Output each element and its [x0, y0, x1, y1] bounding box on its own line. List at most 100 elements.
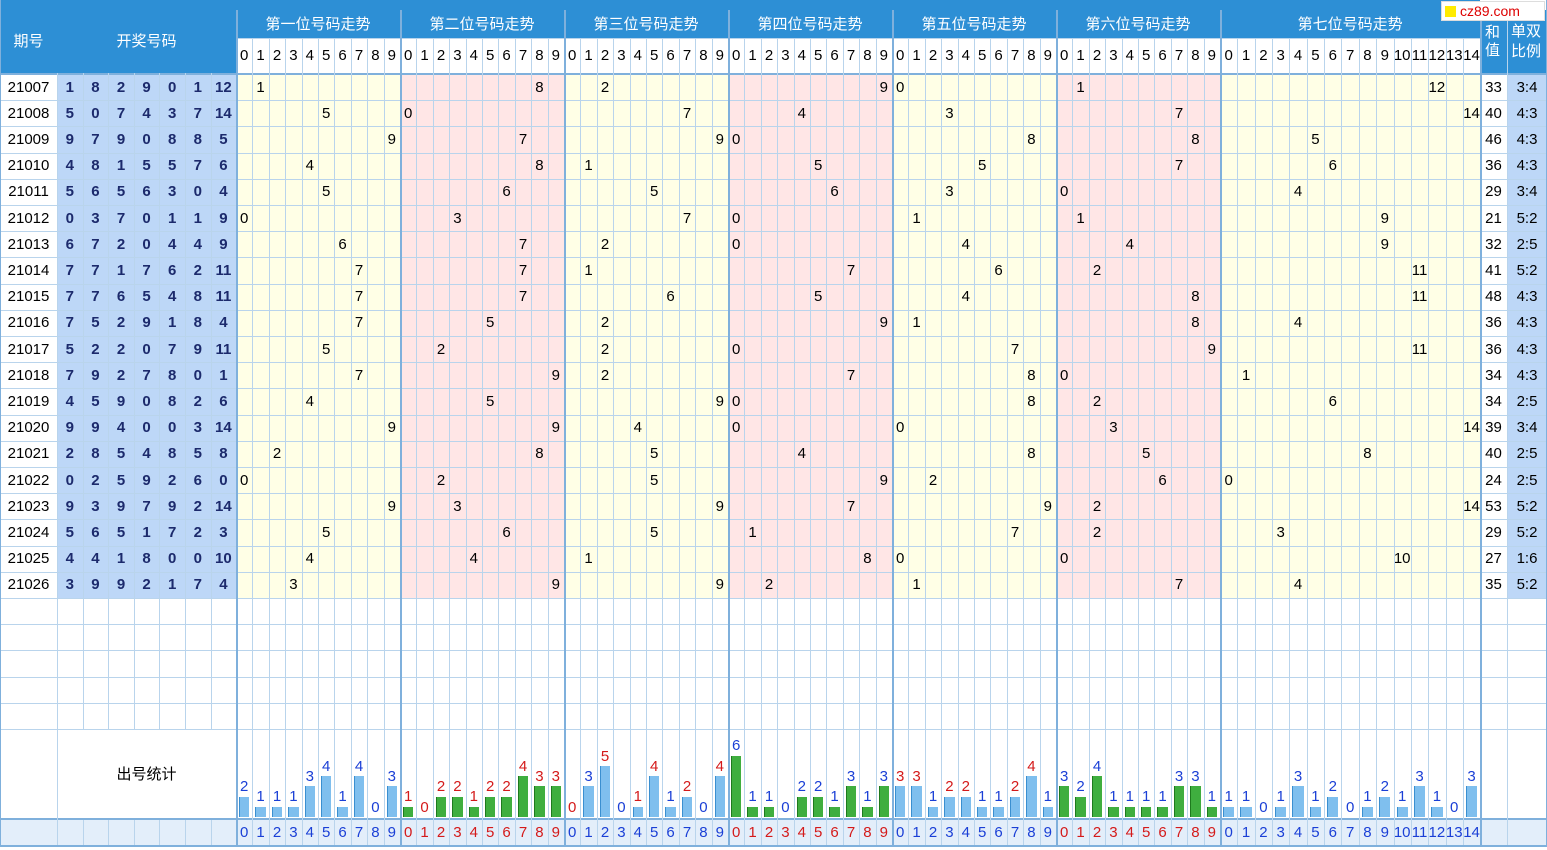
stat-value: 3: [896, 767, 905, 785]
stat-value: 3: [1191, 767, 1200, 785]
trend-mark: 7: [1010, 340, 1020, 358]
trend-mark: 8: [1191, 130, 1200, 148]
stat-bar: [1223, 806, 1235, 817]
digit-column-header: 7: [846, 47, 856, 64]
footer-digit: 4: [633, 824, 642, 841]
digit-column-header: 3: [289, 47, 298, 64]
draw-number: 8: [91, 78, 100, 96]
draw-number: 1: [65, 78, 74, 96]
stat-value: 1: [404, 788, 413, 806]
stat-value: 2: [1076, 778, 1085, 796]
draw-number: 5: [116, 471, 126, 489]
trend-mark: 1: [912, 576, 921, 594]
stat-value: 0: [371, 798, 380, 816]
grid-line: [334, 38, 336, 845]
ratio-value: 2:5: [1516, 471, 1538, 489]
trend-mark: 0: [240, 471, 249, 489]
trend-mark: 0: [1060, 550, 1069, 568]
trend-mark: 1: [912, 314, 921, 332]
draw-number: 3: [168, 104, 177, 122]
footer-digit: 8: [863, 824, 872, 841]
stat-bar: [681, 796, 693, 817]
digit-column-header: 4: [1293, 47, 1303, 64]
grid-line: [1187, 38, 1189, 845]
digit-column-header: 5: [978, 47, 987, 64]
stat-bar: [583, 786, 594, 817]
stat-value: 1: [256, 788, 265, 806]
draw-number: 14: [215, 419, 232, 437]
draw-number: 4: [193, 235, 202, 253]
draw-number: 9: [193, 340, 202, 358]
digit-column-header: 4: [961, 47, 970, 64]
footer-digit: 4: [797, 824, 806, 841]
sum-value: 48: [1485, 288, 1502, 306]
grid-line: [1410, 38, 1412, 845]
position-title: 第三位号码走势: [564, 10, 728, 38]
site-logo[interactable]: cz89.com: [1441, 1, 1545, 21]
table-row-period: 21013: [7, 235, 50, 253]
grid-line: [892, 10, 894, 845]
grid-line: [108, 820, 110, 845]
trend-mark: 5: [814, 157, 823, 175]
draw-number: 2: [168, 471, 177, 489]
trend-mark: 1: [912, 209, 921, 227]
stat-bar: [977, 806, 988, 817]
trend-mark: 7: [1174, 576, 1184, 594]
grid-line: [185, 820, 186, 845]
draw-number: 14: [215, 104, 232, 122]
digit-column-header: 3: [453, 47, 462, 64]
footer-digit: 2: [436, 824, 446, 841]
grid-line: [1358, 38, 1360, 845]
trend-mark: 7: [518, 130, 528, 148]
grid-line: [531, 38, 533, 845]
table-row-period: 21018: [7, 366, 50, 384]
digit-column-header: 14: [1463, 47, 1480, 64]
draw-number: 3: [168, 183, 177, 201]
grid-line: [498, 38, 500, 845]
stat-value: 3: [305, 767, 314, 785]
trend-mark: 0: [240, 209, 249, 227]
digit-column-header: 8: [1027, 47, 1036, 64]
trend-mark: 5: [978, 157, 987, 175]
draw-number: 9: [91, 419, 100, 437]
footer-digit: 9: [1380, 824, 1389, 841]
digit-column-header: 8: [535, 47, 544, 64]
digit-column-header: 9: [715, 47, 724, 64]
digit-column-header: 3: [945, 47, 954, 64]
stat-bar: [944, 796, 955, 817]
stat-value: 3: [535, 767, 544, 785]
footer-digit: 6: [338, 824, 347, 841]
sum-value: 41: [1485, 261, 1502, 279]
stat-bar: [927, 806, 939, 817]
stat-bar: [386, 786, 397, 817]
table-row-period: 21021: [7, 445, 50, 463]
grid-line: [0, 231, 1547, 233]
stat-value: 3: [1467, 767, 1476, 785]
sum-value: 40: [1485, 104, 1502, 122]
stat-bar: [1042, 806, 1053, 817]
trend-mark: 4: [1293, 576, 1303, 594]
stat-value: 0: [1345, 798, 1355, 816]
draw-number: 7: [91, 130, 100, 148]
draw-number: 5: [193, 445, 202, 463]
stat-value: 2: [1328, 778, 1337, 796]
grid-line: [1393, 38, 1395, 845]
draw-number: 0: [142, 235, 151, 253]
draw-number: 1: [193, 78, 202, 96]
draw-number: 9: [116, 497, 126, 515]
footer-digit: 14: [1463, 824, 1480, 841]
draw-number: 0: [142, 392, 151, 410]
trend-mark: 4: [1293, 183, 1303, 201]
trend-mark: 0: [732, 235, 741, 253]
draw-number: 4: [219, 314, 228, 332]
grid-line: [1341, 38, 1343, 845]
grid-line: [826, 38, 828, 845]
trend-mark: 3: [453, 497, 462, 515]
footer-digit: 6: [830, 824, 839, 841]
digit-column-header: 6: [338, 47, 347, 64]
trend-mark: 2: [272, 445, 282, 463]
draw-number: 1: [116, 157, 126, 175]
footer-digit: 5: [322, 824, 331, 841]
trend-mark: 7: [846, 261, 856, 279]
grid-line: [0, 624, 1547, 626]
